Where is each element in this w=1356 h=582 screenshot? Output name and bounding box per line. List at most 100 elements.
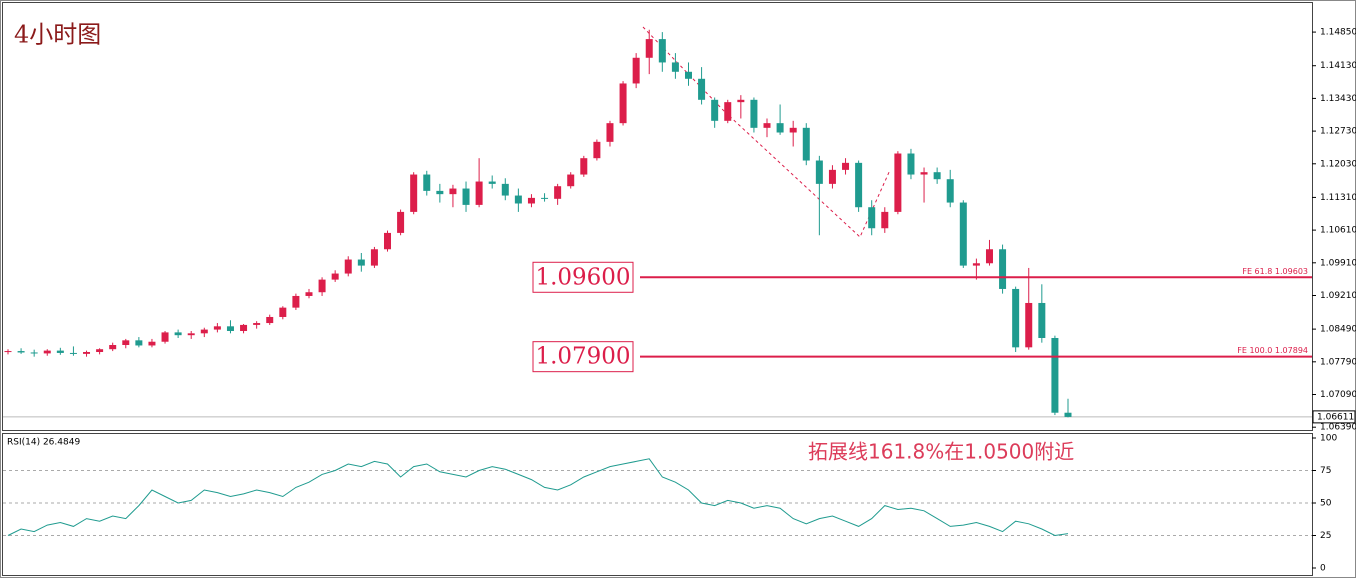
candle-body: [554, 186, 562, 199]
candle-body: [645, 39, 653, 58]
candle-body: [1051, 337, 1059, 413]
candle-body: [174, 332, 182, 336]
rsi-tick-label: 25: [1320, 531, 1331, 541]
y-tick-label: 1.11310: [1320, 193, 1356, 203]
candle-body: [828, 169, 836, 184]
last-price-label: 1.06611: [1317, 412, 1354, 422]
candle-body: [985, 249, 993, 264]
candle-body: [959, 202, 967, 266]
candle-body: [907, 153, 915, 175]
y-tick-label: 1.09910: [1320, 258, 1356, 268]
candle-body: [763, 123, 771, 128]
rsi-tick-label: 100: [1320, 434, 1337, 444]
rsi-label: RSI(14) 26.4849: [7, 438, 80, 448]
y-tick-label: 1.12030: [1320, 159, 1356, 169]
candle-body: [161, 332, 169, 342]
level-box: [532, 261, 634, 293]
candle-body: [344, 259, 352, 274]
candle-body: [384, 232, 392, 250]
fib-line: [642, 26, 726, 113]
candle-body: [567, 174, 575, 187]
candle-body: [96, 349, 104, 353]
candle-body: [776, 123, 784, 133]
rsi-tick-label: 75: [1320, 466, 1331, 476]
candle-body: [933, 172, 941, 180]
fe-label: FE 61.8 1.09603: [1242, 267, 1308, 276]
candle-body: [69, 352, 77, 354]
candle-body: [187, 333, 195, 336]
candle-body: [868, 207, 876, 229]
candle-body: [253, 323, 261, 325]
candle-body: [122, 340, 130, 345]
rsi-line: [7, 458, 1069, 537]
candle-body: [148, 341, 156, 346]
last-price-box: [1312, 410, 1356, 424]
y-tick-label: 1.14850: [1320, 28, 1356, 38]
candle-body: [972, 263, 980, 266]
level-label: 1.09600: [535, 264, 630, 290]
y-tick-label: 1.06390: [1320, 423, 1356, 433]
candle-body: [1012, 288, 1020, 348]
candle-body: [17, 351, 25, 353]
candle-body: [527, 197, 535, 204]
candle-body: [684, 71, 692, 79]
candle-body: [711, 99, 719, 121]
candle-body: [658, 39, 666, 63]
candle-body: [370, 249, 378, 266]
y-tick-label: 1.10610: [1320, 226, 1356, 236]
candle-body: [580, 158, 588, 175]
y-tick-label: 1.14130: [1320, 61, 1356, 71]
candle-body: [423, 174, 431, 191]
candle-body: [606, 123, 614, 142]
y-tick-label: 1.13430: [1320, 94, 1356, 104]
y-tick-label: 1.08490: [1320, 325, 1356, 335]
rsi-panel: [2, 433, 1313, 576]
candle-body: [436, 190, 444, 195]
y-tick-label: 1.09210: [1320, 291, 1356, 301]
candle-body: [920, 172, 928, 175]
candle-body: [213, 326, 221, 330]
rsi-tick-label: 50: [1320, 499, 1332, 509]
candle-body: [135, 340, 143, 346]
candle-body: [266, 316, 274, 324]
candle-body: [292, 295, 300, 308]
candle-body: [750, 99, 758, 128]
candle-body: [724, 102, 732, 121]
candle-body: [514, 195, 522, 204]
candle-body: [109, 345, 117, 350]
candle-body: [999, 249, 1007, 289]
candle-body: [397, 211, 405, 233]
candle-body: [894, 153, 902, 212]
candle-body: [331, 273, 339, 280]
candle-body: [449, 188, 457, 195]
candle-body: [318, 279, 326, 293]
candle-body: [357, 259, 365, 266]
candle-body: [305, 292, 313, 296]
level-label: 1.07900: [535, 344, 630, 370]
candle-body: [4, 351, 12, 353]
price-panel: [2, 2, 1313, 431]
candle-body: [462, 188, 470, 205]
annotation: 拓展线161.8%在1.0500附近: [808, 440, 1074, 464]
candle-body: [43, 350, 51, 354]
candle-body: [698, 78, 706, 100]
fib-line: [724, 111, 891, 238]
y-tick-label: 1.12730: [1320, 127, 1356, 137]
candle-body: [593, 141, 601, 159]
candle-body: [881, 211, 889, 229]
candle-body: [855, 162, 863, 208]
y-tick-label: 1.07790: [1320, 357, 1356, 367]
candle-body: [802, 127, 810, 161]
candle-body: [632, 57, 640, 84]
level-box: [532, 341, 634, 373]
candle-body: [200, 329, 208, 334]
fe-label: FE 100.0 1.07894: [1237, 346, 1308, 355]
candle-body: [83, 352, 91, 354]
candle-body: [619, 83, 627, 124]
candle-body: [30, 352, 38, 354]
candle-body: [410, 174, 418, 212]
candle-body: [1025, 302, 1033, 348]
chart-title: 4小时图: [14, 21, 101, 49]
